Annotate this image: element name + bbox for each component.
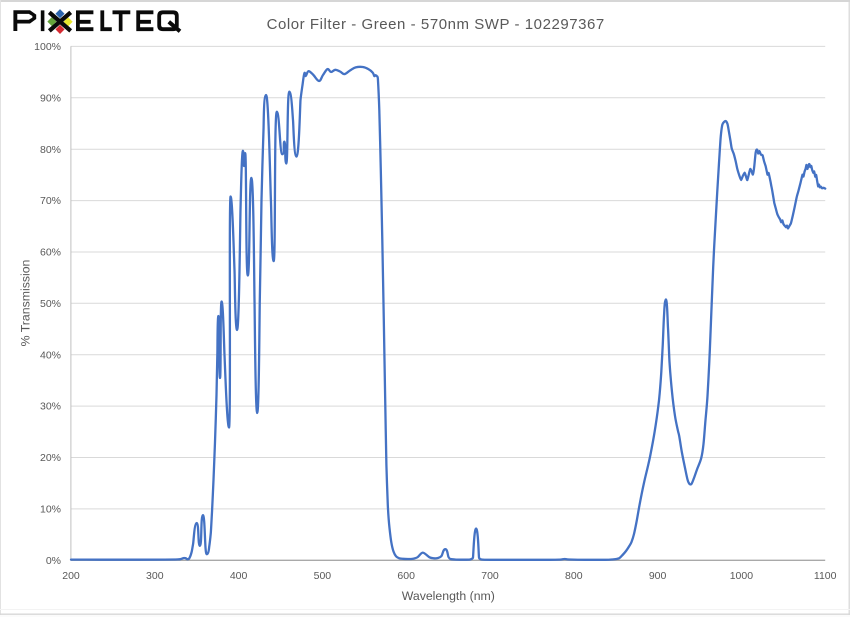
svg-text:500: 500 [314, 570, 332, 582]
svg-text:200: 200 [62, 570, 80, 582]
svg-text:90%: 90% [40, 92, 61, 104]
svg-text:1000: 1000 [730, 570, 754, 582]
svg-text:60%: 60% [40, 247, 61, 259]
svg-text:70%: 70% [40, 195, 61, 207]
svg-text:10%: 10% [40, 504, 61, 516]
svg-text:600: 600 [397, 570, 415, 582]
svg-text:Color Filter - Green - 570nm S: Color Filter - Green - 570nm SWP - 10229… [267, 16, 605, 33]
svg-text:20%: 20% [40, 452, 61, 464]
svg-text:30%: 30% [40, 401, 61, 413]
svg-text:% Transmission: % Transmission [19, 259, 33, 346]
svg-text:700: 700 [481, 570, 499, 582]
svg-text:400: 400 [230, 570, 248, 582]
svg-text:Wavelength (nm): Wavelength (nm) [402, 589, 495, 603]
svg-text:50%: 50% [40, 298, 61, 310]
svg-text:0%: 0% [46, 555, 61, 567]
svg-text:1100: 1100 [814, 570, 837, 582]
svg-text:900: 900 [649, 570, 667, 582]
svg-text:100%: 100% [34, 41, 61, 53]
svg-text:40%: 40% [40, 349, 61, 361]
svg-text:800: 800 [565, 570, 583, 582]
svg-text:80%: 80% [40, 144, 61, 156]
svg-text:300: 300 [146, 570, 164, 582]
